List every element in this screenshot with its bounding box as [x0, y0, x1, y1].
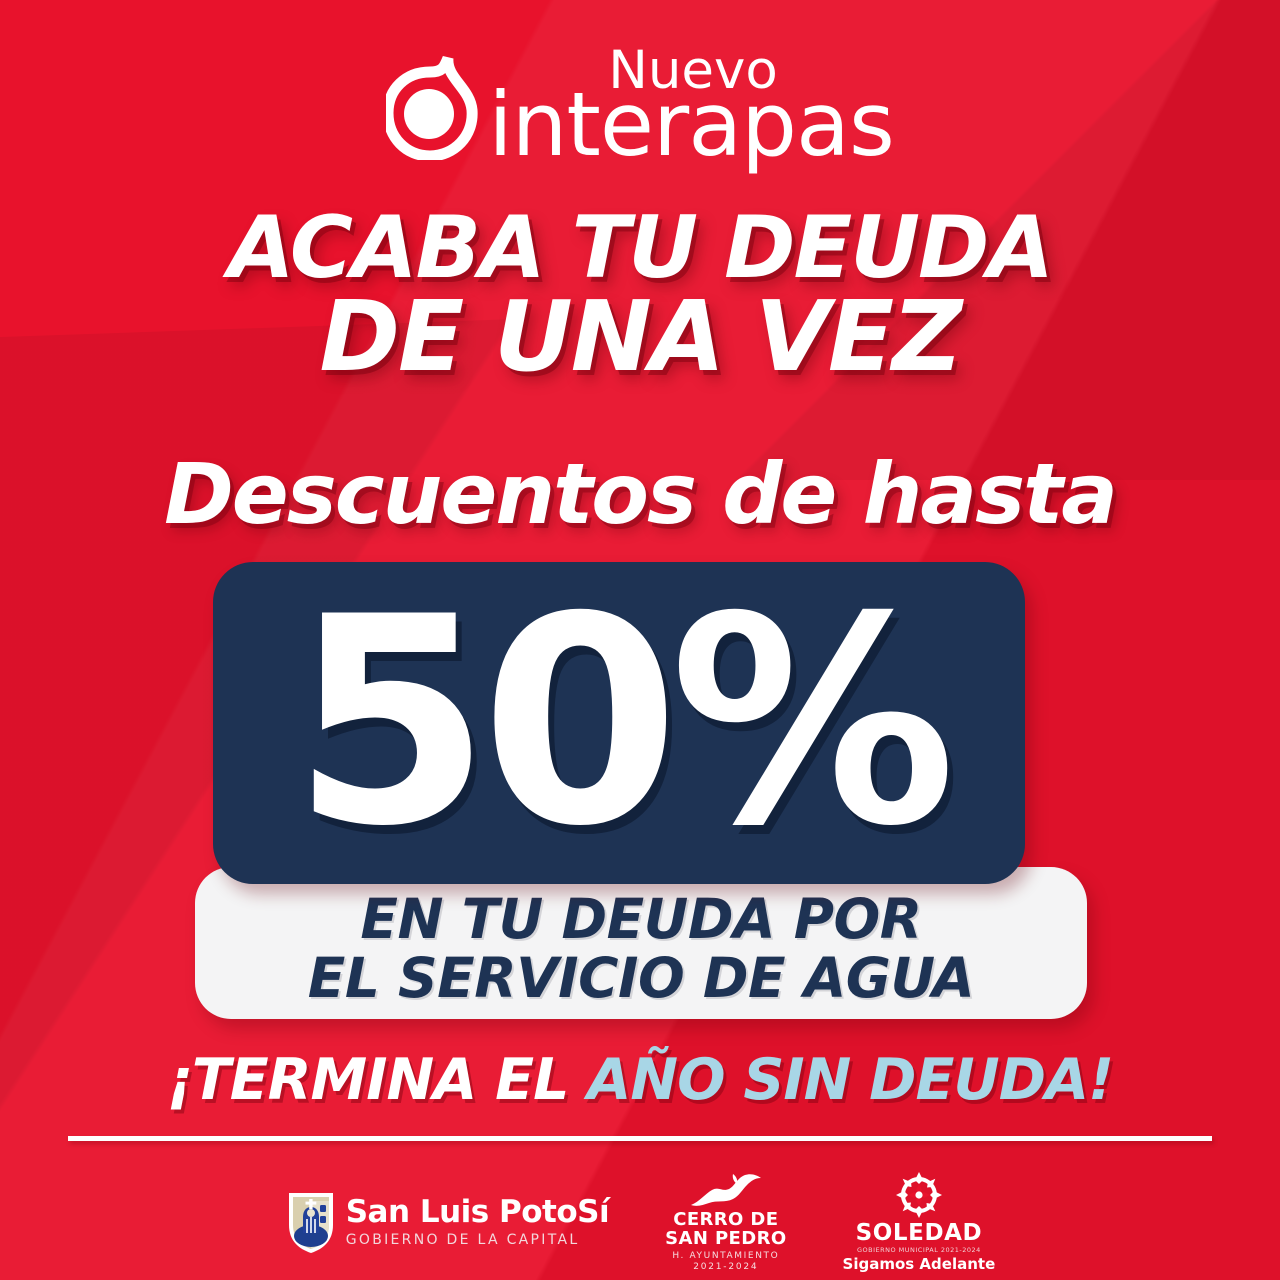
discount-value-panel: 50%: [213, 562, 1025, 884]
discount-detail-line-2: EL SERVICIO DE AGUA: [307, 946, 975, 1010]
footer-logo-san-luis-potosi: San Luis PotoSí GOBIERNO DE LA CAPITAL: [285, 1189, 610, 1255]
cerro-line-2: SAN PEDRO: [665, 1227, 787, 1249]
san-luis-potosi-subtitle: GOBIERNO DE LA CAPITAL: [345, 1232, 580, 1248]
tagline-part-blue: AÑO SIN DEUDA!: [587, 1047, 1114, 1113]
cerro-line-1: CERRO DE: [673, 1209, 779, 1231]
water-drop-icon: [386, 55, 478, 160]
san-luis-potosi-text: San Luis PotoSí GOBIERNO DE LA CAPITAL: [345, 1194, 610, 1248]
headline-line-2: DE UNA VEZ: [319, 279, 962, 393]
footer-logos: San Luis PotoSí GOBIERNO DE LA CAPITAL C…: [0, 1171, 1280, 1274]
discount-value: 50%: [291, 557, 957, 889]
headline-line-1: ACABA TU DEUDA: [228, 198, 1054, 298]
starburst-mandala-icon: [895, 1171, 942, 1218]
brand-word-interapas: interapas: [488, 73, 895, 176]
headline: ACABA TU DEUDA DE UNA VEZ: [0, 198, 1280, 393]
subhead-text: Descuentos de hasta: [164, 445, 1118, 543]
footer-logo-cerro-de-san-pedro: CERRO DE SAN PEDRO H. AYUNTAMIENTO 2021-…: [665, 1172, 786, 1272]
brand-logo-inner: Nuevo interapas: [386, 40, 895, 176]
mountain-silhouette-icon: [690, 1174, 761, 1206]
tagline-part-white: ¡TERMINA EL: [166, 1047, 588, 1113]
soledad-slogan: Sigamos Adelante: [842, 1255, 996, 1274]
footer-logo-soledad: SOLEDAD GOBIERNO MUNICIPAL 2021-2024 Sig…: [842, 1171, 996, 1274]
brand-logo-wordmark: Nuevo interapas: [488, 40, 895, 176]
tagline: ¡TERMINA EL AÑO SIN DEUDA!: [0, 1052, 1280, 1109]
soledad-name: SOLEDAD: [855, 1219, 983, 1246]
soledad-subtitle: GOBIERNO MUNICIPAL 2021-2024: [856, 1245, 981, 1254]
brand-logo: Nuevo interapas: [0, 40, 1280, 176]
discount-detail-line-1: EN TU DEUDA POR: [360, 886, 922, 951]
cerro-line-3: H. AYUNTAMIENTO: [672, 1250, 780, 1261]
footer-divider: [68, 1136, 1212, 1141]
coat-of-arms-shield-icon: [288, 1193, 333, 1253]
discount-detail-panel: EN TU DEUDA POR EL SERVICIO DE AGUA: [195, 867, 1087, 1019]
brand-word-nuevo: Nuevo: [608, 40, 778, 101]
cerro-line-4: 2021-2024: [693, 1261, 759, 1272]
san-luis-potosi-name: San Luis PotoSí: [345, 1194, 610, 1230]
